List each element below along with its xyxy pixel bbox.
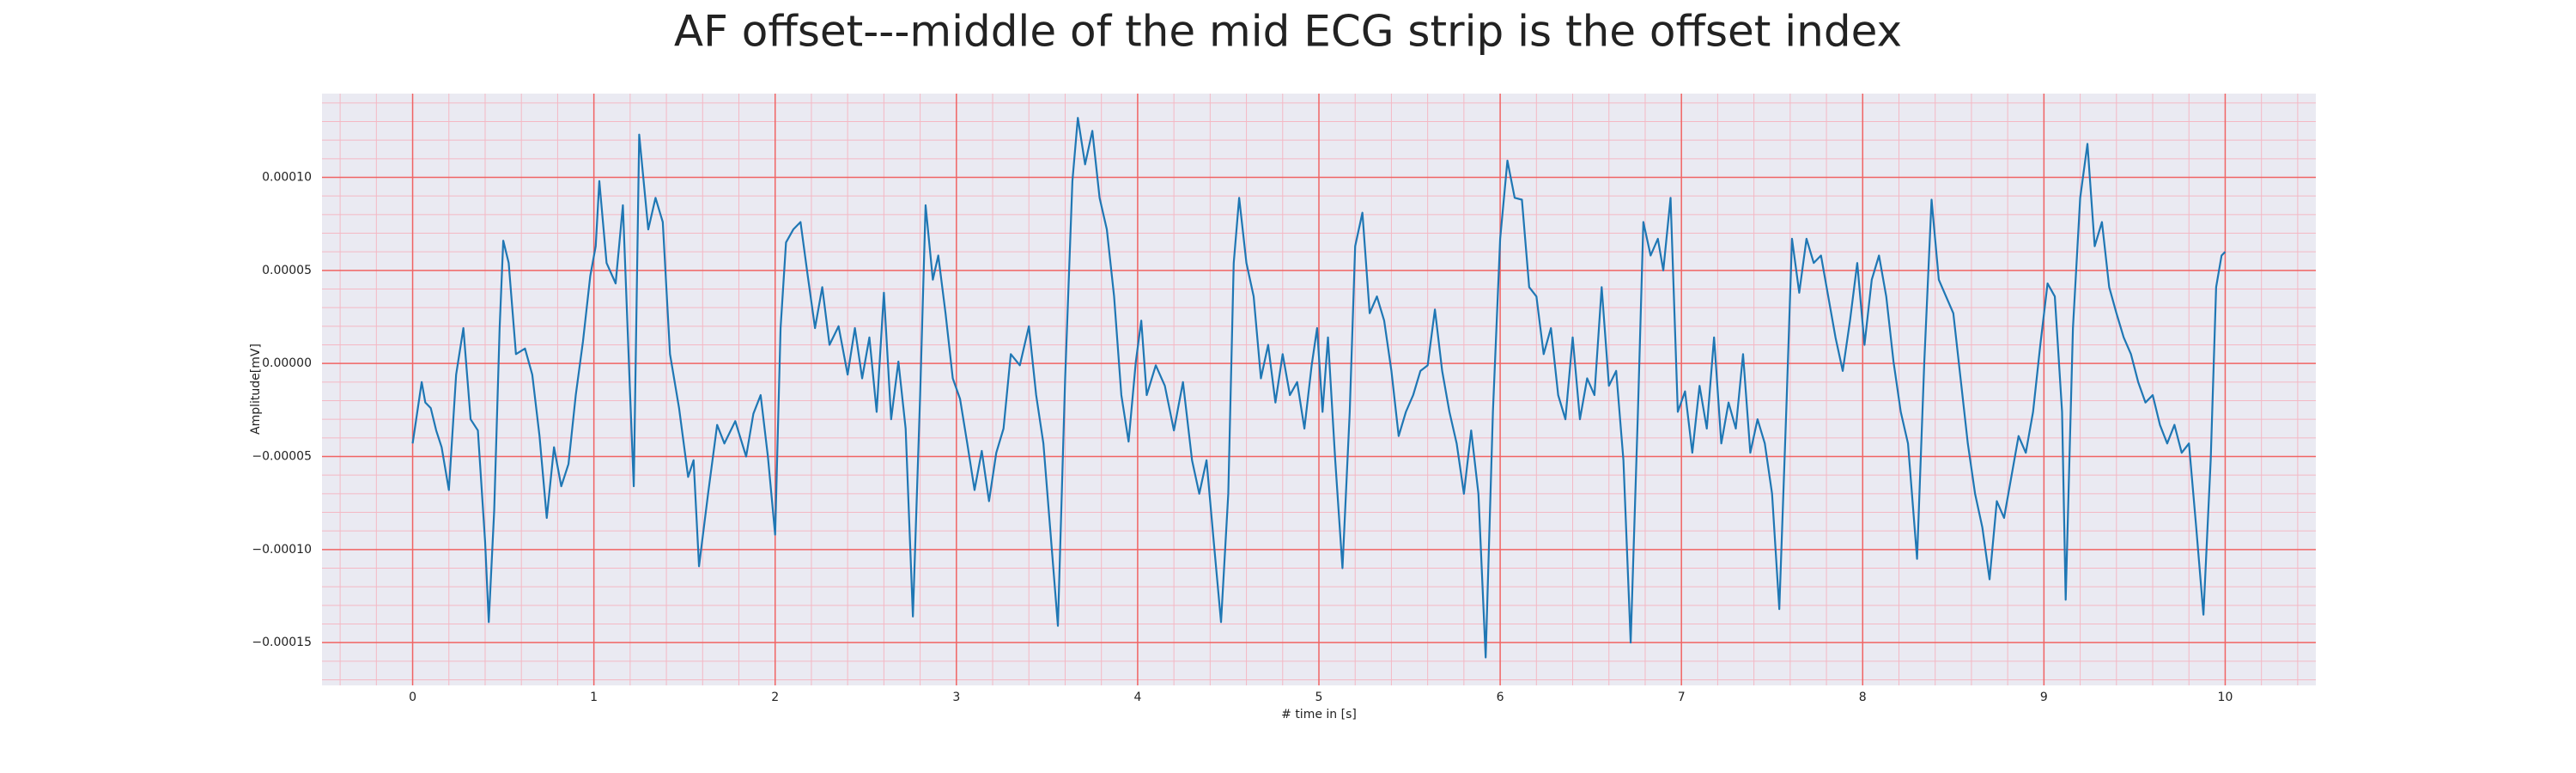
y-tick-label: 0.00000 [262,356,312,370]
x-tick-label: 2 [771,691,779,704]
x-tick-label: 4 [1133,691,1141,704]
y-tick-label: −0.00015 [252,636,312,649]
y-axis-label: Amplitude[mV] [249,344,263,435]
x-tick-label: 10 [2218,691,2233,704]
x-tick-label: 1 [590,691,598,704]
x-tick-label: 9 [2040,691,2048,704]
y-tick-label: 0.00005 [262,264,312,277]
x-tick-label: 5 [1315,691,1323,704]
ecg-line [411,117,2227,659]
x-tick-label: 7 [1678,691,1686,704]
y-tick-label: 0.00010 [262,171,312,185]
x-tick-label: 6 [1497,691,1504,704]
y-tick-label: −0.00010 [252,543,312,557]
chart-title: AF offset---middle of the mid ECG strip … [674,7,1902,57]
x-axis-label: # time in [s] [1281,708,1357,721]
x-tick-label: 0 [409,691,416,704]
y-tick-label: −0.00005 [252,450,312,464]
x-tick-label: 3 [952,691,960,704]
x-tick-label: 8 [1859,691,1867,704]
